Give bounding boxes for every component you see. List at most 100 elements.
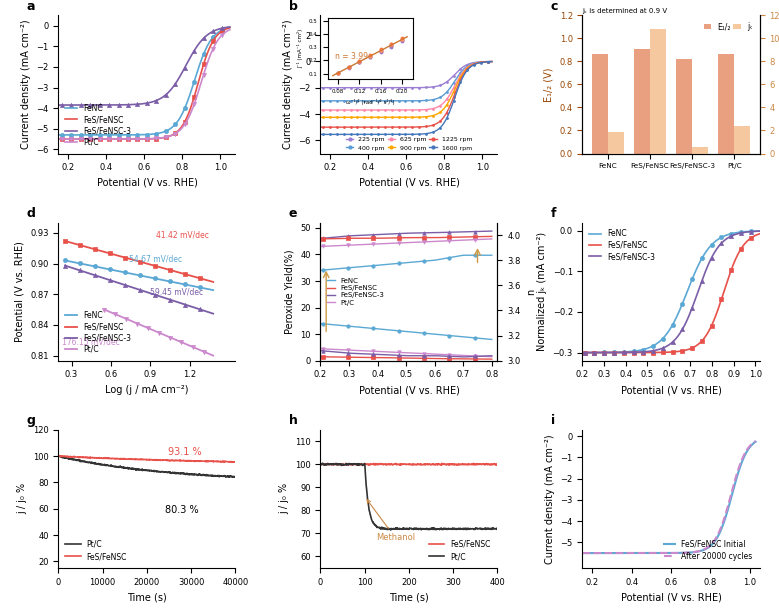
FeS/FeNSC-3 xyxy=(372,231,382,238)
FeS/FeNSC xyxy=(187,457,196,465)
FeS/FeNSC-3 xyxy=(156,293,165,300)
FeNC xyxy=(149,274,158,282)
FeS/FeNSC xyxy=(110,135,119,142)
FeNC xyxy=(383,326,393,333)
After 20000 cycles xyxy=(634,550,643,557)
FeS/FeNSC Initial xyxy=(687,549,696,556)
Text: f: f xyxy=(551,207,556,220)
FeS/FeNSC xyxy=(401,460,411,468)
FeS/FeNSC xyxy=(489,460,499,468)
Pt/C xyxy=(489,525,499,532)
Pt/C xyxy=(231,473,240,480)
FeS/FeNSC xyxy=(755,230,764,238)
Bar xyxy=(634,49,650,154)
FeS/FeNSC-3 xyxy=(578,349,587,356)
After 20000 cycles xyxy=(703,543,713,551)
FeS/FeNSC-3 xyxy=(161,91,171,98)
FeNC xyxy=(755,227,764,235)
Line: Pt/C: Pt/C xyxy=(104,309,213,356)
Pt/C xyxy=(54,135,63,142)
FeNC xyxy=(599,349,608,356)
Pt/C xyxy=(174,337,183,344)
FeS/FeNSC-3 xyxy=(122,101,131,109)
Pt/C xyxy=(100,306,109,313)
Text: jₖ is determined at 0.9 V: jₖ is determined at 0.9 V xyxy=(583,8,668,14)
Y-axis label: E₁/₂ (V): E₁/₂ (V) xyxy=(544,67,554,102)
Text: d: d xyxy=(26,207,35,220)
Text: b: b xyxy=(288,0,298,12)
FeS/FeNSC xyxy=(60,237,69,244)
FeNC xyxy=(192,283,201,290)
FeS/FeNSC-3 xyxy=(74,101,83,109)
FeS/FeNSC xyxy=(172,457,182,464)
After 20000 cycles xyxy=(598,550,608,557)
Legend: E₁/₂, jₖ: E₁/₂, jₖ xyxy=(701,19,756,34)
Bar xyxy=(592,54,608,154)
X-axis label: Time (s): Time (s) xyxy=(389,593,429,602)
Y-axis label: n: n xyxy=(526,289,536,295)
FeS/FeNSC xyxy=(100,454,109,461)
Pt/C xyxy=(493,525,502,532)
FeS/FeNSC-3 xyxy=(149,290,158,298)
FeS/FeNSC xyxy=(122,135,131,142)
FeS/FeNSC xyxy=(462,460,471,468)
FeS/FeNSC xyxy=(487,356,496,363)
Pt/C xyxy=(412,349,421,357)
Pt/C xyxy=(172,470,182,477)
Line: FeS/FeNSC-3: FeS/FeNSC-3 xyxy=(65,265,213,314)
Pt/C xyxy=(434,351,443,358)
FeNC xyxy=(156,276,165,283)
FeS/FeNSC xyxy=(383,354,393,362)
Pt/C xyxy=(55,452,64,459)
FeS/FeNSC xyxy=(231,458,240,465)
Legend: FeS/FeNSC, Pt/C: FeS/FeNSC, Pt/C xyxy=(426,536,494,564)
FeS/FeNSC xyxy=(412,355,421,362)
Pt/C xyxy=(122,135,131,142)
After 20000 cycles xyxy=(578,550,587,557)
FeS/FeNSC-3 xyxy=(412,229,421,236)
FeS/FeNSC xyxy=(54,453,63,460)
FeS/FeNSC xyxy=(412,461,421,468)
Pt/C xyxy=(383,348,393,356)
FeS/FeNSC xyxy=(86,454,95,461)
FeNC xyxy=(54,131,63,139)
Pt/C xyxy=(457,352,467,359)
FeS/FeNSC-3 xyxy=(178,69,187,76)
FeS/FeNSC-3 xyxy=(54,101,63,109)
Bar xyxy=(676,59,692,154)
FeS/FeNSC-3 xyxy=(707,255,716,262)
FeS/FeNSC xyxy=(599,349,608,356)
Pt/C xyxy=(412,525,421,532)
FeS/FeNSC-3 xyxy=(599,349,608,356)
Line: FeS/FeNSC: FeS/FeNSC xyxy=(58,456,235,462)
Pt/C xyxy=(386,526,396,534)
Y-axis label: Peroxide Yield(%): Peroxide Yield(%) xyxy=(284,249,294,334)
Line: FeNC: FeNC xyxy=(320,324,492,340)
After 20000 cycles xyxy=(647,550,656,557)
Bar xyxy=(718,53,735,154)
FeS/FeNSC xyxy=(315,460,325,468)
FeS/FeNSC-3 xyxy=(487,227,496,235)
Pt/C xyxy=(86,459,95,466)
Y-axis label: Normalized jₖ (mA cm⁻²): Normalized jₖ (mA cm⁻²) xyxy=(537,232,547,351)
FeS/FeNSC xyxy=(55,452,65,459)
Text: 54.67 mV/dec: 54.67 mV/dec xyxy=(129,254,182,263)
Y-axis label: Potential (V vs. RHE): Potential (V vs. RHE) xyxy=(15,241,24,342)
FeS/FeNSC xyxy=(225,24,234,31)
FeNC xyxy=(74,131,83,139)
FeS/FeNSC Initial xyxy=(751,438,760,445)
FeNC xyxy=(706,243,715,250)
FeS/FeNSC-3 xyxy=(636,348,645,356)
FeS/FeNSC Initial xyxy=(703,545,712,552)
FeNC xyxy=(457,333,467,340)
Pt/C xyxy=(164,333,174,341)
FeS/FeNSC xyxy=(156,264,165,271)
FeNC xyxy=(689,271,699,279)
FeS/FeNSC xyxy=(134,456,143,464)
FeS/FeNSC xyxy=(192,274,201,281)
Legend: FeNC, FeS/FeNSC, FeS/FeNSC-3, Pt/C: FeNC, FeS/FeNSC, FeS/FeNSC-3, Pt/C xyxy=(62,308,134,357)
Legend: FeNC, FeS/FeNSC, FeS/FeNSC-3: FeNC, FeS/FeNSC, FeS/FeNSC-3 xyxy=(587,227,658,264)
FeS/FeNSC-3 xyxy=(161,295,171,302)
Pt/C xyxy=(170,336,179,343)
FeS/FeNSC xyxy=(406,354,415,362)
